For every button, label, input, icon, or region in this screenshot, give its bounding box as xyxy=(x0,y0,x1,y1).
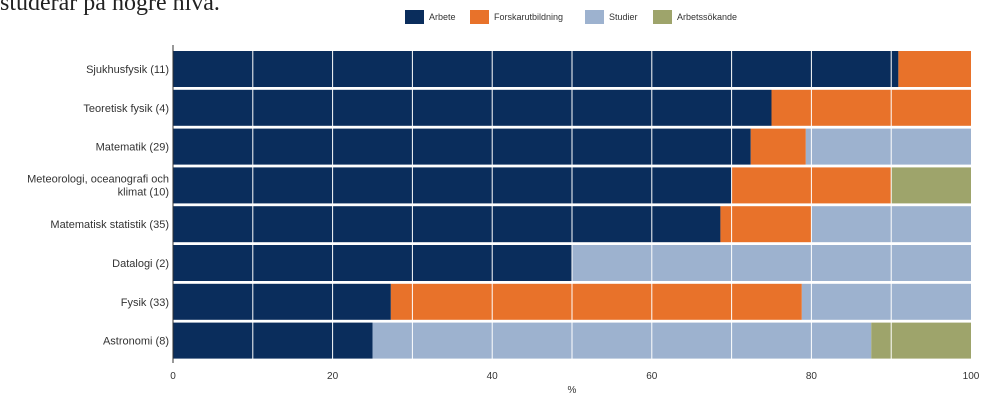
legend-label: Forskarutbildning xyxy=(494,12,564,22)
bar-segment-forskarutbildning xyxy=(390,283,802,320)
bar-segment-arbetssökande xyxy=(871,322,971,359)
category-label: Matematik (29) xyxy=(96,142,169,154)
bar-segment-arbetssökande xyxy=(891,167,971,204)
category-label: Teoretisk fysik (4) xyxy=(83,103,169,115)
category-label: Meteorologi, oceanografi och klimat (10) xyxy=(27,173,169,198)
bar-segment-forskarutbildning xyxy=(771,89,971,126)
bar-segment-forskarutbildning xyxy=(898,51,971,87)
bar-segment-arbete xyxy=(173,322,373,359)
bars xyxy=(173,51,971,359)
legend-label: Studier xyxy=(609,12,638,22)
category-label: Datalogi (2) xyxy=(112,258,169,270)
bar-segment-studier xyxy=(572,245,971,281)
gridlines xyxy=(252,45,892,363)
legend-swatch xyxy=(653,10,672,24)
page-heading: studerar på högre nivå. xyxy=(0,0,220,16)
x-tick-label: 20 xyxy=(327,371,339,382)
bar-segment-arbete xyxy=(173,206,721,243)
x-tick-label: 60 xyxy=(646,371,658,382)
legend-swatch xyxy=(405,10,424,24)
category-label: Sjukhusfysik (11) xyxy=(86,64,169,76)
bar-segment-arbete xyxy=(173,51,899,87)
bar-segment-arbete xyxy=(173,167,732,204)
x-axis-title: % xyxy=(568,385,577,396)
bar-segment-forskarutbildning xyxy=(720,206,812,243)
bar-segment-arbete xyxy=(173,245,572,281)
x-tick-label: 40 xyxy=(487,371,499,382)
x-tick-labels: 0 20 40 60 80 100 xyxy=(170,371,980,382)
x-tick-label: 100 xyxy=(963,371,980,382)
legend-item: Arbetssökande xyxy=(653,10,737,24)
legend-item: Arbete xyxy=(405,10,456,24)
legend-label: Arbete xyxy=(429,12,456,22)
x-tick-label: 80 xyxy=(806,371,818,382)
category-label: Fysik (33) xyxy=(121,297,169,309)
legend-item: Forskarutbildning xyxy=(470,10,563,24)
legend-label: Arbetssökande xyxy=(677,12,738,22)
bar-segment-studier xyxy=(805,128,971,165)
category-label: Matematisk statistik (35) xyxy=(50,219,169,231)
bar-segment-studier xyxy=(372,322,872,359)
bar-segment-arbete xyxy=(173,89,772,126)
bar-segment-arbete xyxy=(173,128,751,165)
bar-segment-studier xyxy=(801,283,971,320)
legend-swatch xyxy=(470,10,489,24)
x-tick-label: 0 xyxy=(170,371,176,382)
legend-item: Studier xyxy=(585,10,638,24)
legend-swatch xyxy=(585,10,604,24)
bar-segment-arbete xyxy=(173,283,391,320)
bar-segment-forskarutbildning xyxy=(750,128,806,165)
category-labels: Sjukhusfysik (11) Teoretisk fysik (4) Mate… xyxy=(27,64,169,348)
chart-legend: Arbete Forskarutbildning Studier Arbetssöka… xyxy=(0,10,984,26)
category-label: Astronomi (8) xyxy=(103,336,169,348)
